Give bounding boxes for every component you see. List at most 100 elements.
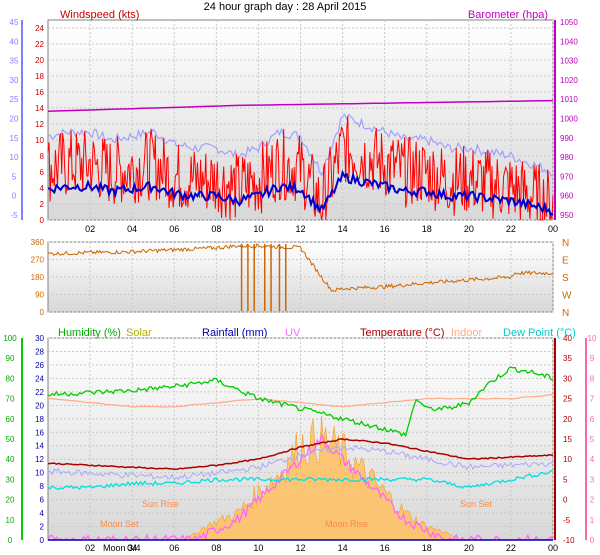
temperature-series — [47, 438, 554, 471]
x-tick-label: 20 — [464, 224, 474, 234]
rain-tick-label: 4 — [40, 509, 45, 518]
temp-tick-label: 10 — [563, 455, 572, 464]
legend-dew-point: Dew Point (°C) — [503, 327, 576, 339]
uv-tick-label: 4 — [590, 455, 595, 464]
rain-tick-label: 30 — [35, 334, 44, 343]
outer-tick-label: 20 — [10, 115, 19, 124]
humidity-tick-label: 70 — [6, 395, 15, 404]
baro-title: Barometer (hpa) — [468, 9, 548, 21]
humidity-tick-label: 100 — [3, 334, 17, 343]
rain-tick-label: 24 — [35, 374, 44, 383]
temp-tick-label: 35 — [563, 354, 572, 363]
baro-tick-label: 1040 — [560, 37, 578, 46]
annotation-moon-phase: Moon 3/4 — [103, 543, 141, 553]
temp-tick-label: 30 — [563, 374, 572, 383]
uv-tick-label: 10 — [588, 334, 597, 343]
rain-tick-label: 6 — [40, 496, 45, 505]
humidity-tick-label: 50 — [6, 435, 15, 444]
wind-tick-label: 10 — [35, 136, 44, 145]
indoor-series — [47, 393, 554, 408]
compass-label: S — [562, 273, 569, 284]
direction-tick-label: 90 — [35, 291, 44, 300]
uv-tick-label: 2 — [590, 496, 595, 505]
outer-tick-label: 10 — [10, 153, 19, 162]
x-tick-label: 20 — [464, 543, 474, 553]
baro-tick-label: 960 — [560, 192, 574, 201]
wind-tick-label: 12 — [35, 120, 44, 129]
annotation-sun-rise: Sun Rise — [142, 499, 179, 509]
temp-tick-label: 20 — [563, 415, 572, 424]
x-tick-label: 02 — [85, 224, 95, 234]
uv-tick-label: 7 — [590, 395, 595, 404]
barometer-series — [47, 99, 554, 113]
baro-tick-label: 950 — [560, 211, 574, 220]
humidity-tick-label: 80 — [6, 374, 15, 383]
temp-tick-label: 5 — [563, 475, 568, 484]
temp-tick-label: -5 — [563, 516, 571, 525]
uv-tick-label: 6 — [590, 415, 595, 424]
wind-title: Windspeed (kts) — [60, 9, 139, 21]
rain-tick-label: 2 — [40, 523, 45, 532]
humidity-tick-label: 0 — [8, 536, 13, 545]
humidity-tick-label: 20 — [6, 496, 15, 505]
wind-tick-label: 0 — [40, 216, 45, 225]
compass-label: W — [562, 291, 572, 302]
temp-tick-label: 0 — [563, 496, 568, 505]
x-tick-label: 12 — [295, 224, 305, 234]
x-tick-label: 08 — [211, 543, 221, 553]
x-tick-label: 16 — [380, 224, 390, 234]
rain-tick-label: 22 — [35, 388, 44, 397]
windspeed-series — [47, 115, 554, 221]
uv-tick-label: 3 — [590, 475, 595, 484]
temp-tick-label: 25 — [563, 395, 572, 404]
compass-label: N — [562, 238, 569, 249]
temp-tick-label: 40 — [563, 334, 572, 343]
x-tick-label: 22 — [506, 224, 516, 234]
rain-tick-label: 8 — [40, 482, 45, 491]
humidity-tick-label: 40 — [6, 455, 15, 464]
x-tick-label: 04 — [127, 224, 137, 234]
wind-tick-label: 4 — [40, 184, 45, 193]
x-tick-label: 18 — [422, 543, 432, 553]
humidity-series — [47, 366, 554, 438]
wind-tick-label: 14 — [35, 104, 44, 113]
outer-tick-label: 35 — [10, 57, 19, 66]
rain-tick-label: 10 — [35, 469, 44, 478]
temp-tick-label: -10 — [563, 536, 575, 545]
x-tick-label: 06 — [169, 543, 179, 553]
rain-tick-label: 16 — [35, 428, 44, 437]
outer-tick-label: -5 — [10, 211, 18, 220]
rain-tick-label: 28 — [35, 347, 44, 356]
x-tick-label: 12 — [295, 543, 305, 553]
x-tick-label: 02 — [85, 543, 95, 553]
compass-label: N — [562, 308, 569, 319]
x-tick-label: 04 — [127, 543, 137, 553]
humidity-tick-label: 60 — [6, 415, 15, 424]
legend-humidity: Humidity (%) — [58, 327, 121, 339]
wind-tick-label: 22 — [35, 40, 44, 49]
outer-tick-label: 30 — [10, 76, 19, 85]
humidity-tick-label: 10 — [6, 516, 15, 525]
outer-tick-label: 25 — [10, 95, 19, 104]
wind-tick-label: 20 — [35, 56, 44, 65]
direction-tick-label: 180 — [31, 273, 45, 282]
outer-tick-label: 15 — [10, 134, 19, 143]
rain-tick-label: 0 — [40, 536, 45, 545]
humidity-tick-label: 30 — [6, 475, 15, 484]
wind-tick-label: 2 — [40, 200, 45, 209]
legend-rainfall: Rainfall (mm) — [202, 327, 267, 339]
page-title: 24 hour graph day : 28 April 2015 — [204, 1, 367, 13]
x-tick-label: 10 — [253, 224, 263, 234]
annotation-sun-set: Sun Set — [460, 499, 493, 509]
legend-uv: UV — [285, 327, 301, 339]
x-tick-label: 00 — [548, 543, 558, 553]
wind-tick-label: 8 — [40, 152, 45, 161]
outer-tick-label: 0 — [12, 192, 17, 201]
baro-tick-label: 970 — [560, 172, 574, 181]
uv-tick-label: 5 — [590, 435, 595, 444]
annotation-moon-set: Moon Set — [100, 519, 139, 529]
x-tick-label: 10 — [253, 543, 263, 553]
x-tick-label: 16 — [380, 543, 390, 553]
baro-tick-label: 1010 — [560, 95, 578, 104]
x-tick-label: 18 — [422, 224, 432, 234]
